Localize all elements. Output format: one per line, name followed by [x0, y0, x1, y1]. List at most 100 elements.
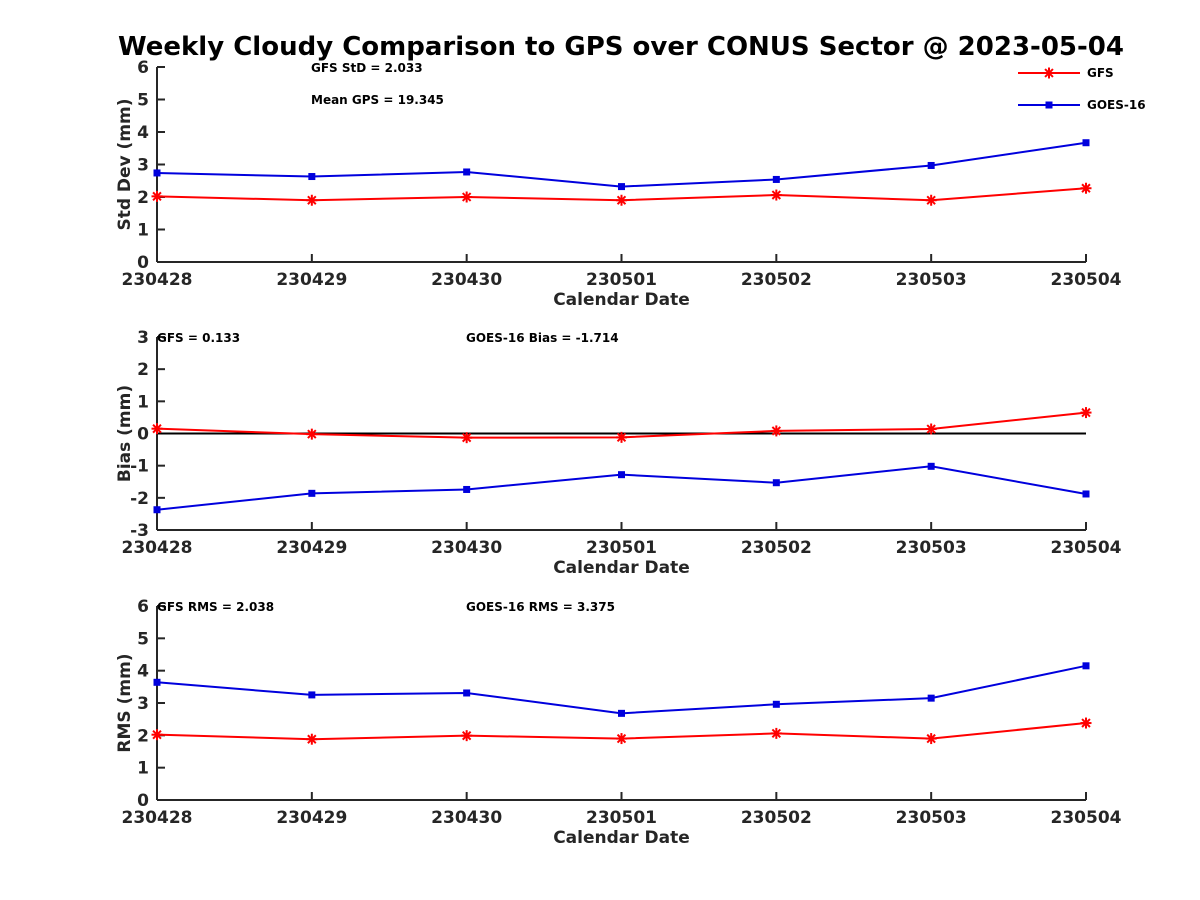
y-tick-label: 3 — [137, 328, 149, 348]
marker-stroke — [926, 195, 936, 205]
y-tick-label: 0 — [137, 425, 149, 445]
marker-square — [308, 173, 316, 181]
data-point — [306, 194, 318, 206]
legend-label: GFS — [1087, 66, 1114, 80]
marker-square — [308, 489, 316, 497]
series-goes-16 — [153, 139, 1090, 191]
series-line — [156, 664, 1087, 715]
y-tick-label: 5 — [137, 629, 149, 649]
y-tick-label: 3 — [137, 156, 149, 176]
marker-square — [927, 462, 935, 470]
x-tick-label: 230428 — [122, 808, 193, 828]
y-tick-label: 0 — [137, 253, 149, 273]
marker-square — [772, 175, 780, 183]
x-tick-label: 230504 — [1051, 808, 1122, 828]
x-tick-label: 230428 — [122, 538, 193, 558]
data-point — [618, 471, 625, 479]
y-tick-label: 2 — [137, 726, 149, 746]
marker-stroke — [1081, 407, 1091, 418]
data-point — [616, 194, 627, 206]
data-point — [770, 727, 782, 739]
y-tick-label: 4 — [137, 123, 149, 143]
marker-stroke — [616, 432, 627, 443]
marker-square — [618, 183, 625, 191]
marker-square — [1082, 490, 1090, 498]
marker-stroke — [926, 733, 936, 744]
legend-item-gfs: GFS — [1018, 66, 1114, 80]
legend-marker — [1043, 67, 1055, 79]
marker-square — [1045, 101, 1053, 109]
data-point — [927, 462, 935, 470]
y-tick-label: 0 — [137, 791, 149, 811]
marker-square — [1082, 139, 1090, 147]
marker-stroke — [616, 195, 627, 205]
x-tick-label: 230503 — [896, 808, 967, 828]
marker-stroke — [1081, 183, 1091, 193]
y-axis-label: Bias (mm) — [115, 385, 135, 482]
y-tick-label: -2 — [130, 489, 149, 509]
marker-stroke — [616, 733, 627, 744]
marker-square — [1082, 662, 1090, 670]
data-point — [463, 689, 471, 697]
series-gfs — [151, 407, 1092, 444]
data-point — [461, 730, 473, 742]
x-tick-label: 230501 — [586, 808, 657, 828]
marker-stroke — [152, 191, 162, 202]
data-point — [616, 431, 627, 443]
data-point — [306, 733, 318, 745]
data-point — [308, 691, 316, 699]
data-point — [153, 169, 161, 177]
data-point — [1080, 717, 1092, 729]
data-point — [461, 432, 473, 444]
data-point — [463, 168, 471, 176]
marker-square — [153, 169, 161, 177]
data-point — [308, 489, 316, 497]
x-tick-label: 230429 — [276, 270, 347, 290]
y-tick-label: 5 — [137, 91, 149, 111]
y-tick-label: 2 — [137, 188, 149, 208]
data-point — [153, 506, 161, 514]
x-tick-label: 230504 — [1051, 270, 1122, 290]
marker-stroke — [152, 424, 162, 434]
data-point — [463, 485, 471, 493]
annotation: GFS StD = 2.033 — [311, 61, 423, 75]
x-tick-label: 230502 — [741, 270, 812, 290]
x-axis-label: Calendar Date — [553, 828, 690, 848]
data-point — [151, 423, 163, 435]
marker-stroke — [307, 195, 317, 205]
marker-stroke — [307, 429, 317, 439]
data-point — [616, 733, 627, 745]
marker-square — [153, 678, 161, 686]
marker-stroke — [771, 190, 782, 200]
marker-square — [463, 485, 471, 493]
marker-square — [618, 709, 625, 717]
data-point — [308, 173, 316, 181]
marker-square — [308, 691, 316, 699]
x-tick-label: 230502 — [741, 808, 812, 828]
data-point — [151, 729, 163, 741]
marker-square — [927, 694, 935, 702]
y-axis-label: Std Dev (mm) — [115, 98, 135, 230]
data-point — [1082, 662, 1090, 670]
x-axis-label: Calendar Date — [553, 290, 690, 310]
chart-title: Weekly Cloudy Comparison to GPS over CON… — [118, 32, 1124, 62]
data-point — [927, 694, 935, 702]
data-point — [925, 733, 937, 745]
x-tick-label: 230503 — [896, 270, 967, 290]
marker-square — [618, 471, 625, 479]
x-tick-label: 230501 — [586, 538, 657, 558]
annotation: GFS = 0.133 — [157, 331, 240, 345]
data-point — [925, 423, 937, 435]
data-point — [925, 194, 937, 206]
y-tick-label: 1 — [137, 392, 149, 412]
marker-stroke — [771, 728, 782, 739]
data-point — [772, 175, 780, 183]
y-tick-label: 3 — [137, 694, 149, 714]
data-point — [1082, 490, 1090, 498]
y-tick-label: 6 — [137, 58, 149, 78]
data-point — [1080, 407, 1092, 419]
annotation: GOES-16 RMS = 3.375 — [466, 600, 615, 614]
x-tick-label: 230502 — [741, 538, 812, 558]
data-point — [1082, 139, 1090, 147]
